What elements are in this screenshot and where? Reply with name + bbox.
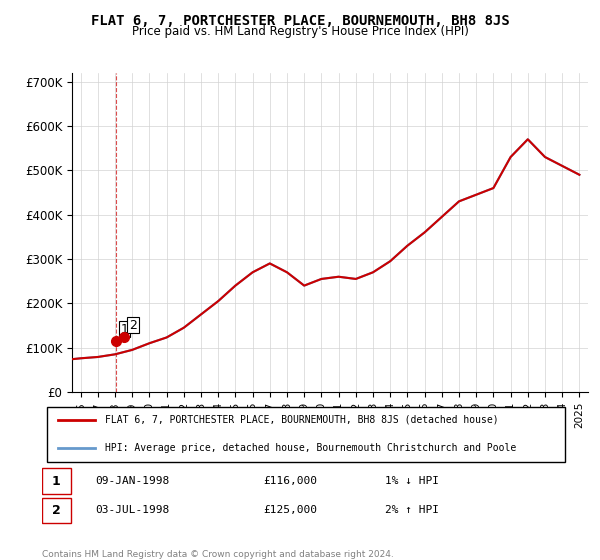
Text: 09-JAN-1998: 09-JAN-1998 (95, 476, 169, 486)
FancyBboxPatch shape (42, 498, 71, 523)
Text: Contains HM Land Registry data © Crown copyright and database right 2024.
This d: Contains HM Land Registry data © Crown c… (42, 550, 394, 560)
Text: £116,000: £116,000 (264, 476, 318, 486)
Text: FLAT 6, 7, PORTCHESTER PLACE, BOURNEMOUTH, BH8 8JS: FLAT 6, 7, PORTCHESTER PLACE, BOURNEMOUT… (91, 14, 509, 28)
Text: 2: 2 (52, 504, 61, 517)
FancyBboxPatch shape (42, 468, 71, 494)
Text: 2: 2 (129, 319, 137, 332)
Text: 1% ↓ HPI: 1% ↓ HPI (385, 476, 439, 486)
Text: 2% ↑ HPI: 2% ↑ HPI (385, 505, 439, 515)
Text: HPI: Average price, detached house, Bournemouth Christchurch and Poole: HPI: Average price, detached house, Bour… (106, 443, 517, 453)
Text: 1: 1 (121, 323, 128, 335)
Text: 03-JUL-1998: 03-JUL-1998 (95, 505, 169, 515)
Text: FLAT 6, 7, PORTCHESTER PLACE, BOURNEMOUTH, BH8 8JS (detached house): FLAT 6, 7, PORTCHESTER PLACE, BOURNEMOUT… (106, 415, 499, 425)
Text: 1: 1 (52, 475, 61, 488)
Text: £125,000: £125,000 (264, 505, 318, 515)
Text: Price paid vs. HM Land Registry's House Price Index (HPI): Price paid vs. HM Land Registry's House … (131, 25, 469, 38)
FancyBboxPatch shape (47, 407, 565, 462)
